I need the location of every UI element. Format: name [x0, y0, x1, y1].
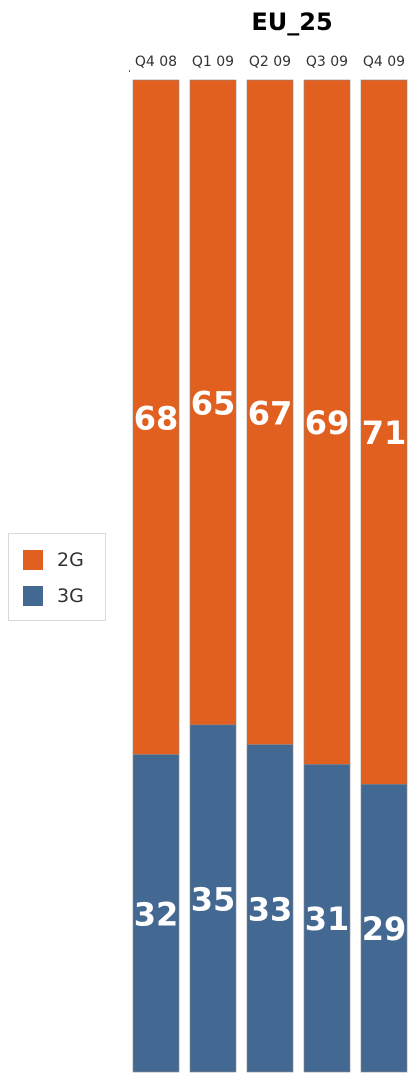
bar-segment-3g [189, 724, 237, 1073]
x-tick-label: Q4 09 [363, 54, 405, 70]
x-tick-label: Q1 09 [192, 54, 234, 70]
legend-item-2g: 2G [23, 549, 84, 571]
legend-swatch-3g [23, 586, 43, 606]
data-label-2g: 71 [362, 414, 407, 452]
data-label-2g: 69 [305, 404, 350, 442]
chart-title: EU_25 [251, 8, 332, 36]
bars-layer: Q4 08 68 32 Q1 09 65 35 Q2 09 67 33 Q3 09 69 31 Q4 0… [132, 54, 408, 1073]
bar-segment-2g [303, 79, 351, 765]
bar-segment-2g [132, 79, 180, 755]
legend-label-2g: 2G [57, 549, 84, 571]
tick-mark-glyph: ، [128, 65, 131, 75]
legend-swatch-2g [23, 550, 43, 570]
data-label-2g: 67 [248, 394, 293, 432]
bar-segment-2g [246, 79, 294, 745]
data-label-2g: 68 [134, 399, 179, 437]
data-label-3g: 31 [305, 900, 350, 938]
bar-segment-3g [132, 754, 180, 1073]
bar-segment-3g [303, 764, 351, 1073]
data-label-3g: 32 [134, 895, 179, 933]
x-tick-label: Q3 09 [306, 54, 348, 70]
legend-item-3g: 3G [23, 585, 84, 607]
legend-label-3g: 3G [57, 585, 84, 607]
bar-segment-2g [189, 79, 237, 726]
bar-segment-3g [246, 744, 294, 1073]
x-tick-label: Q4 08 [135, 54, 177, 70]
bar-segment-3g [360, 784, 408, 1073]
data-label-3g: 35 [191, 880, 236, 918]
x-tick-label: Q2 09 [249, 54, 291, 70]
data-label-3g: 33 [248, 890, 293, 928]
data-label-2g: 65 [191, 384, 236, 422]
data-label-3g: 29 [362, 910, 407, 948]
legend: 2G 3G [8, 533, 106, 621]
